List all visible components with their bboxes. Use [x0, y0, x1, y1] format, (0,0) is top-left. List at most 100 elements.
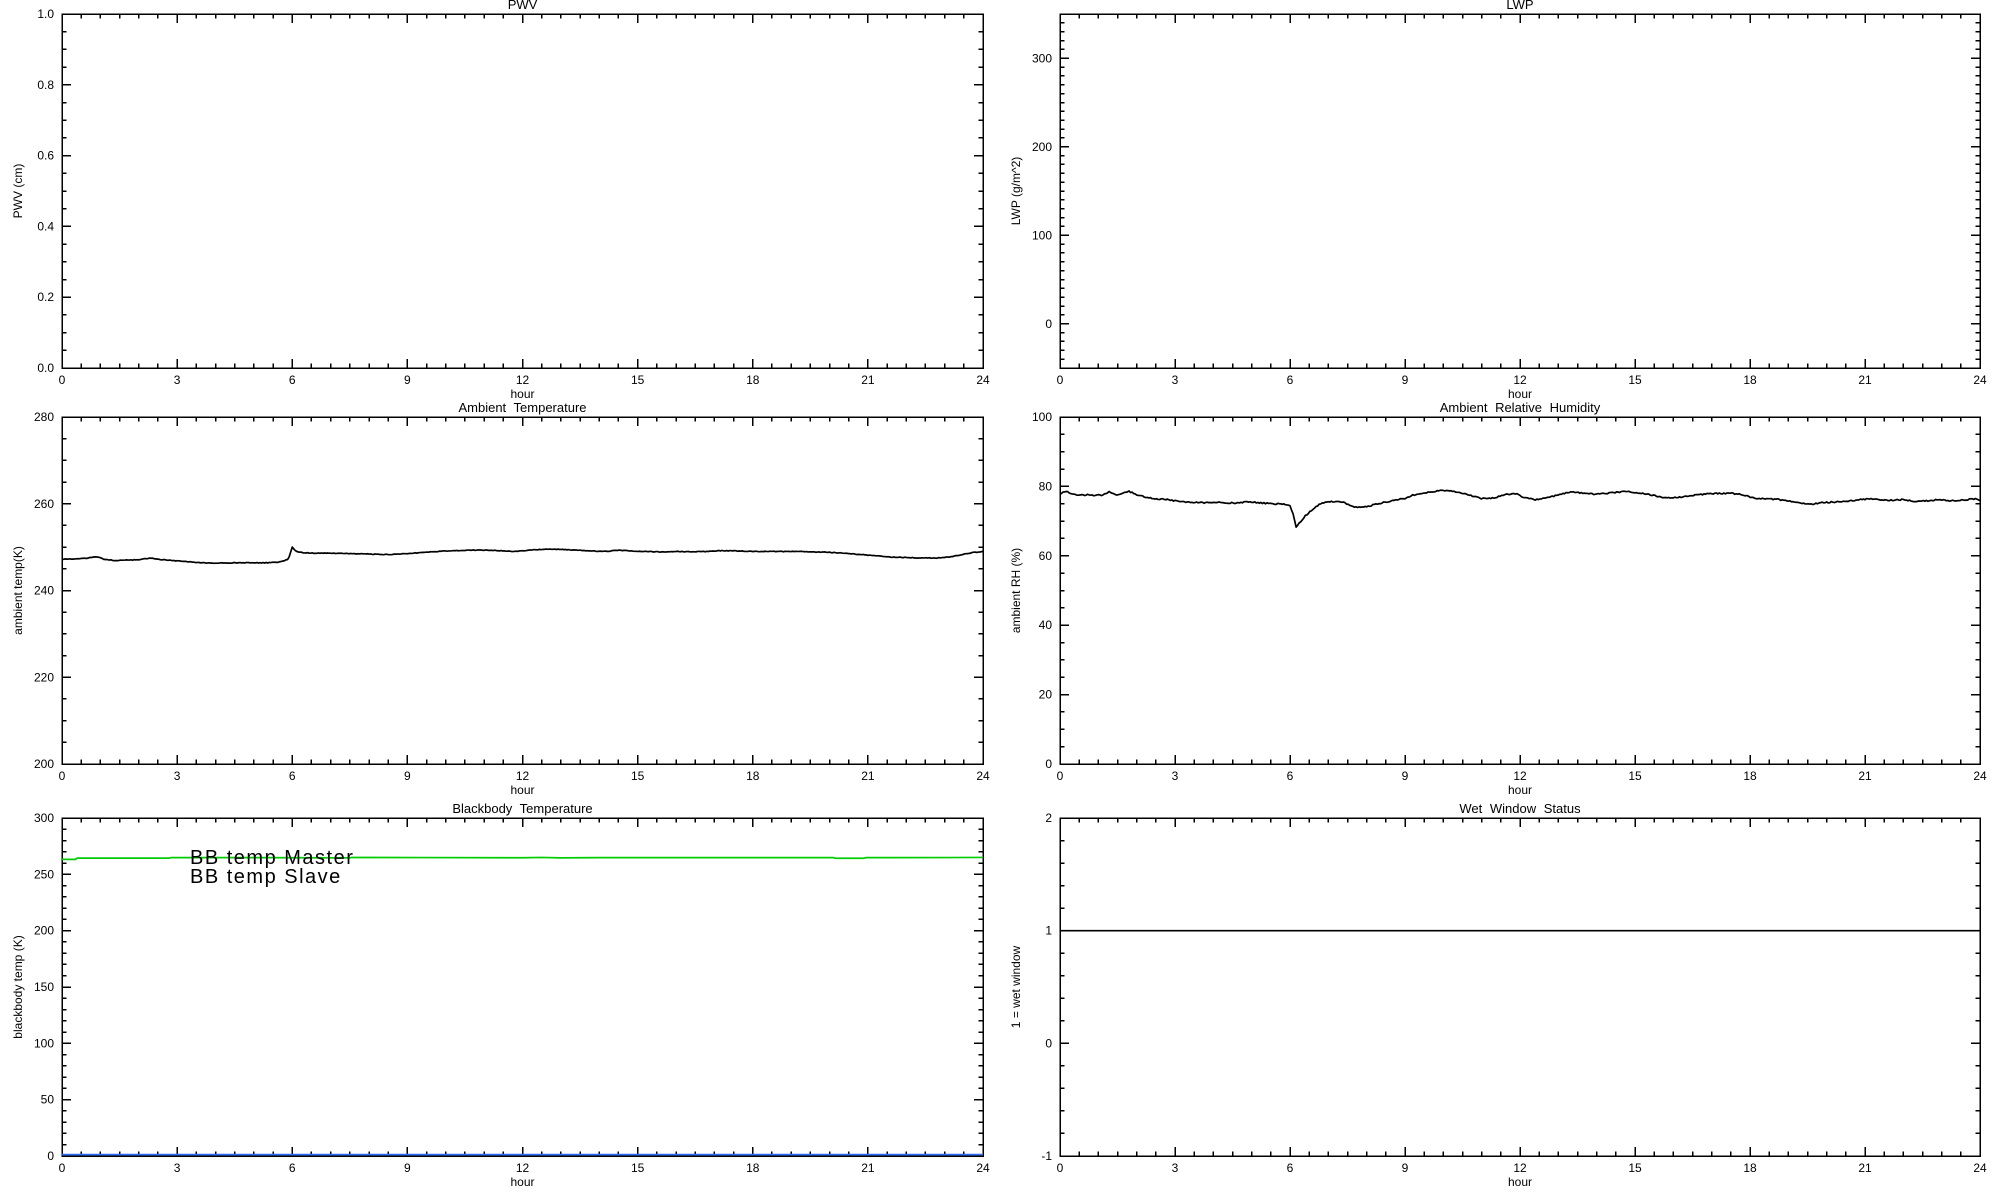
x-tick-label: 0 — [1057, 1161, 1064, 1175]
x-tick-label: 12 — [516, 373, 530, 387]
x-tick-label: 3 — [174, 1161, 181, 1175]
x-tick-label: 3 — [1172, 1161, 1179, 1175]
x-tick-label: 21 — [1858, 769, 1872, 783]
y-tick-label: 50 — [41, 1093, 55, 1107]
x-tick-label: 24 — [976, 373, 990, 387]
y-tick-label: 250 — [34, 867, 54, 881]
plot-frame — [1059, 13, 1981, 369]
x-tick-label: 21 — [861, 1161, 875, 1175]
x-axis-label: hour — [510, 387, 534, 401]
x-tick-label: 6 — [289, 373, 296, 387]
y-tick-label: 0 — [1045, 317, 1052, 331]
x-tick-label: 21 — [861, 373, 875, 387]
x-tick-label: 24 — [1973, 1161, 1987, 1175]
y-tick-label: 100 — [34, 1036, 54, 1050]
x-tick-label: 0 — [59, 1161, 66, 1175]
x-axis-label: hour — [510, 1175, 534, 1189]
panel-blackbody-temperature: 0 3 6 9 12 15 18 21 24 0 50 100 150 200 250 300 Blackbod… — [11, 801, 990, 1189]
y-tick-label: 0 — [1045, 757, 1052, 771]
y-tick-label: 1 — [1045, 924, 1052, 938]
y-axis-label: PWV (cm) — [11, 164, 25, 219]
x-tick-label: 15 — [631, 373, 645, 387]
y-tick-label: 20 — [1039, 688, 1053, 702]
y-axis-label: ambient RH (%) — [1009, 548, 1023, 633]
x-tick-label: 3 — [1172, 769, 1179, 783]
y-tick-label: 240 — [34, 584, 54, 598]
x-tick-label: 15 — [1628, 373, 1642, 387]
y-tick-label: 100 — [1032, 410, 1052, 424]
x-tick-label: 6 — [1287, 769, 1294, 783]
x-tick-label: 9 — [404, 1161, 411, 1175]
y-axis-label: ambient temp(K) — [11, 546, 25, 635]
x-tick-label: 9 — [1402, 769, 1409, 783]
panel-title: LWP — [1506, 0, 1533, 12]
y-tick-label: -1 — [1041, 1149, 1052, 1163]
y-tick-label: 0.8 — [37, 78, 54, 92]
x-tick-label: 6 — [289, 1161, 296, 1175]
x-tick-label: 18 — [746, 1161, 760, 1175]
x-axis-label: hour — [1508, 387, 1532, 401]
x-tick-label: 21 — [1858, 1161, 1872, 1175]
y-tick-label: 300 — [1032, 51, 1052, 65]
x-tick-label: 18 — [1743, 373, 1757, 387]
y-tick-label: 260 — [34, 497, 54, 511]
panel-title: Ambient Relative Humidity — [1440, 400, 1601, 415]
y-tick-label: 220 — [34, 670, 54, 684]
x-tick-label: 15 — [1628, 769, 1642, 783]
legend-item-bb-temp-slave: BB temp Slave — [190, 866, 342, 888]
x-axis-label: hour — [1508, 783, 1532, 797]
x-tick-label: 18 — [746, 373, 760, 387]
x-tick-label: 24 — [1973, 373, 1987, 387]
x-tick-label: 21 — [861, 769, 875, 783]
panel-title: Ambient Temperature — [458, 400, 586, 415]
x-tick-label: 0 — [1057, 373, 1064, 387]
y-axis-label: blackbody temp (K) — [11, 935, 25, 1038]
x-tick-label: 18 — [1743, 1161, 1757, 1175]
x-tick-label: 3 — [1172, 373, 1179, 387]
y-axis-label: 1 = wet window — [1009, 945, 1023, 1028]
y-tick-label: 40 — [1039, 618, 1053, 632]
x-tick-label: 0 — [59, 373, 66, 387]
x-tick-label: 9 — [1402, 373, 1409, 387]
x-tick-label: 12 — [1513, 769, 1527, 783]
y-tick-label: 0.4 — [37, 219, 54, 233]
y-tick-label: 300 — [34, 811, 54, 825]
x-tick-label: 15 — [1628, 1161, 1642, 1175]
y-tick-label: 0.2 — [37, 290, 54, 304]
series-ambient-temperature — [61, 546, 984, 565]
y-axis-label: LWP (g/m^2) — [1009, 157, 1023, 226]
y-tick-label: 60 — [1039, 549, 1053, 563]
x-tick-label: 24 — [976, 769, 990, 783]
y-tick-label: 0.6 — [37, 149, 54, 163]
y-tick-label: 200 — [34, 757, 54, 771]
x-tick-label: 9 — [404, 373, 411, 387]
panel-pwv: 0 3 6 9 12 15 18 21 24 0.0 0.2 0.4 0.6 0.8 1.0 PWV hour P… — [11, 0, 990, 401]
y-tick-label: 200 — [34, 924, 54, 938]
x-tick-label: 18 — [746, 769, 760, 783]
panel-title: Wet Window Status — [1459, 801, 1581, 816]
plot-frame — [61, 13, 984, 369]
y-tick-label: 100 — [1032, 228, 1052, 242]
panel-lwp: 0 3 6 9 12 15 18 21 24 0 100 200 300 LWP hour LWP (g/m^… — [1009, 0, 1987, 401]
x-tick-label: 18 — [1743, 769, 1757, 783]
x-tick-label: 21 — [1858, 373, 1872, 387]
panel-title: PWV — [508, 0, 538, 12]
series-ambient-relative-humidity — [1059, 489, 1981, 528]
y-tick-label: 1.0 — [37, 7, 54, 21]
x-tick-label: 0 — [1057, 769, 1064, 783]
x-tick-label: 3 — [174, 373, 181, 387]
y-tick-label: 0 — [47, 1149, 54, 1163]
x-tick-label: 6 — [289, 769, 296, 783]
plot-frame — [61, 416, 984, 765]
y-tick-label: 150 — [34, 980, 54, 994]
x-tick-label: 9 — [1402, 1161, 1409, 1175]
panel-title: Blackbody Temperature — [452, 801, 592, 816]
x-tick-label: 15 — [631, 769, 645, 783]
x-tick-label: 24 — [1973, 769, 1987, 783]
x-tick-label: 6 — [1287, 1161, 1294, 1175]
panel-ambient-temperature: 0 3 6 9 12 15 18 21 24 200 220 240 260 280 Ambient Tem… — [11, 400, 990, 797]
legend-item-bb-temp-master: BB temp Master — [190, 847, 354, 869]
x-tick-label: 12 — [516, 769, 530, 783]
x-tick-label: 24 — [976, 1161, 990, 1175]
